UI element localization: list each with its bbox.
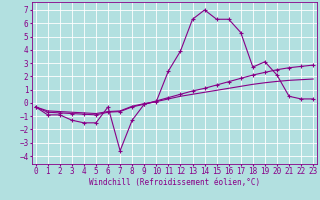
X-axis label: Windchill (Refroidissement éolien,°C): Windchill (Refroidissement éolien,°C) [89, 178, 260, 187]
